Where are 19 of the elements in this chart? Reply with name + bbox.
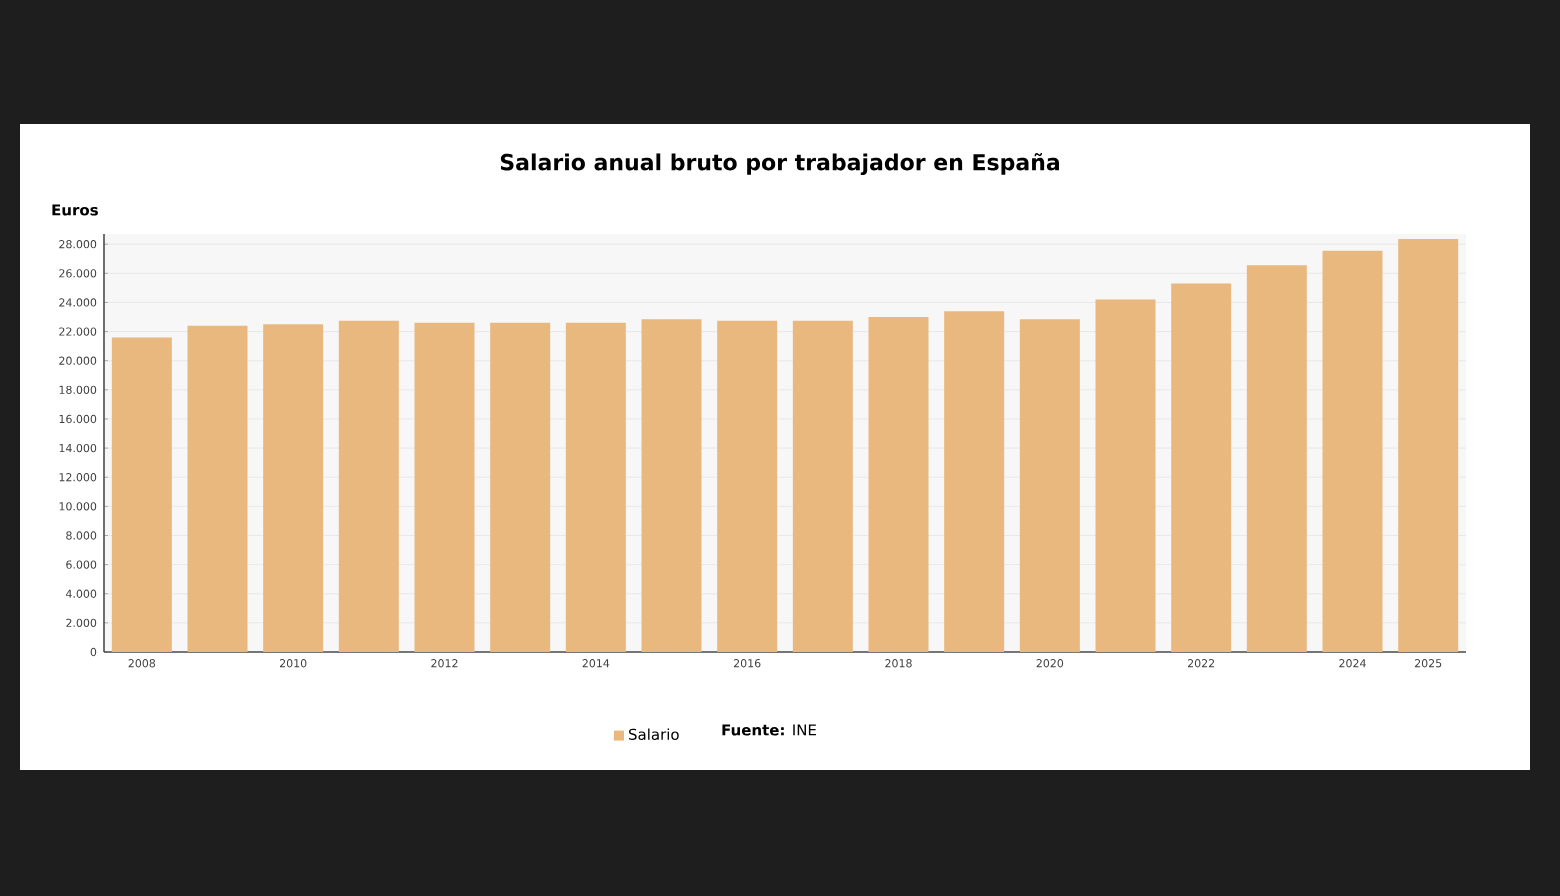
bar (414, 322, 475, 652)
bar (1171, 283, 1232, 652)
bar (1398, 239, 1459, 652)
bar (1246, 265, 1307, 652)
bar (868, 317, 929, 652)
bar (490, 322, 551, 652)
bar (1095, 299, 1156, 652)
bar (263, 324, 324, 652)
bar (1322, 250, 1383, 652)
bar (792, 320, 853, 652)
bar (944, 311, 1005, 652)
bar (1019, 319, 1080, 652)
bar (338, 320, 399, 652)
bar (187, 325, 248, 652)
bar (565, 322, 626, 652)
bar (717, 320, 778, 652)
chart-title: Salario anual bruto por trabajador en España (500, 153, 1059, 175)
bar (641, 319, 702, 652)
bar (111, 337, 172, 652)
